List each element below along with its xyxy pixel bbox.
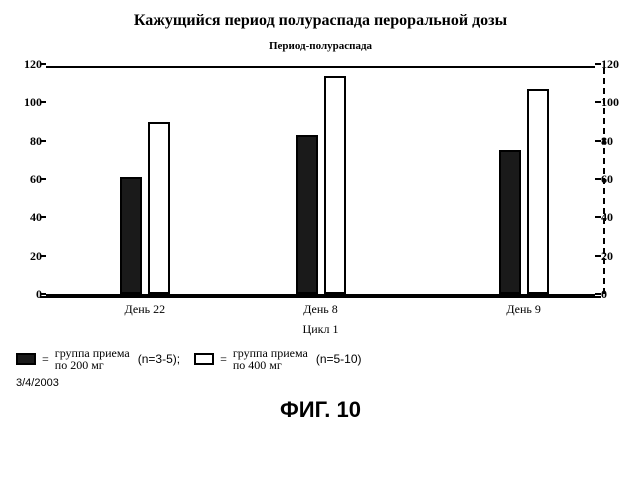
bar-group bbox=[296, 76, 346, 295]
legend-n: (n=5-10) bbox=[316, 352, 362, 366]
y-tick-label-left: 80 bbox=[16, 135, 42, 147]
y-tick-mark bbox=[595, 293, 601, 295]
y-tick-mark bbox=[40, 255, 46, 257]
x-tick-label: День 8 bbox=[303, 302, 338, 317]
y-tick-mark bbox=[595, 101, 601, 103]
y-tick-label-right: 60 bbox=[601, 173, 627, 185]
y-tick-label-left: 40 bbox=[16, 211, 42, 223]
y-tick-mark bbox=[595, 140, 601, 142]
legend-n: (n=3-5); bbox=[138, 352, 180, 366]
y-tick-mark bbox=[40, 216, 46, 218]
figure-label: ФИГ. 10 bbox=[16, 397, 625, 423]
bar-s200 bbox=[499, 150, 521, 294]
y-tick-mark bbox=[595, 178, 601, 180]
x-axis-line bbox=[40, 296, 601, 298]
y-tick-label-right: 40 bbox=[601, 211, 627, 223]
y-tick-mark bbox=[595, 216, 601, 218]
y-tick-mark bbox=[595, 63, 601, 65]
y-tick-label-left: 120 bbox=[16, 58, 42, 70]
y-tick-mark bbox=[40, 178, 46, 180]
legend-text: группа приемапо 400 мг bbox=[233, 347, 308, 371]
datestamp: 3/4/2003 bbox=[16, 377, 625, 389]
y-tick-mark bbox=[40, 101, 46, 103]
x-tick-label: День 22 bbox=[125, 302, 166, 317]
y-tick-mark bbox=[40, 293, 46, 295]
bar-s200 bbox=[120, 177, 142, 294]
x-axis-title: Цикл 1 bbox=[46, 322, 595, 337]
y-tick-label-right: 120 bbox=[601, 58, 627, 70]
bar-s400 bbox=[148, 122, 170, 295]
y-tick-mark bbox=[40, 140, 46, 142]
bar-s400 bbox=[324, 76, 346, 295]
x-tick-label: День 9 bbox=[506, 302, 541, 317]
y-tick-label-right: 80 bbox=[601, 135, 627, 147]
bar-s400 bbox=[527, 89, 549, 294]
y-tick-label-left: 100 bbox=[16, 96, 42, 108]
chart-area: 002020404060608080100100120120 День 22Де… bbox=[46, 66, 595, 337]
x-axis-labels: День 22 День 8 День 9 bbox=[46, 302, 595, 320]
y-tick-label-left: 20 bbox=[16, 250, 42, 262]
y-tick-label-right: 20 bbox=[601, 250, 627, 262]
chart-title: Кажущийся период полураспада пероральной… bbox=[16, 12, 625, 30]
bar-group bbox=[499, 89, 549, 294]
chart-subtitle: Период-полураспада bbox=[16, 40, 625, 52]
bar-group bbox=[120, 122, 170, 295]
legend: = группа приемапо 200 мг (n=3-5); = группа п… bbox=[16, 347, 625, 371]
y-tick-label-left: 60 bbox=[16, 173, 42, 185]
bar-s200 bbox=[296, 135, 318, 294]
y-tick-mark bbox=[595, 255, 601, 257]
legend-swatch bbox=[16, 353, 36, 365]
legend-swatch bbox=[194, 353, 214, 365]
y-tick-label-right: 100 bbox=[601, 96, 627, 108]
y-tick-mark bbox=[40, 63, 46, 65]
legend-equals: = bbox=[42, 352, 49, 367]
y-tick-label-left: 0 bbox=[16, 288, 42, 300]
plot-region: 002020404060608080100100120120 bbox=[46, 66, 595, 296]
legend-text: группа приемапо 200 мг bbox=[55, 347, 130, 371]
legend-equals: = bbox=[220, 352, 227, 367]
y-tick-label-right: 0 bbox=[601, 288, 627, 300]
